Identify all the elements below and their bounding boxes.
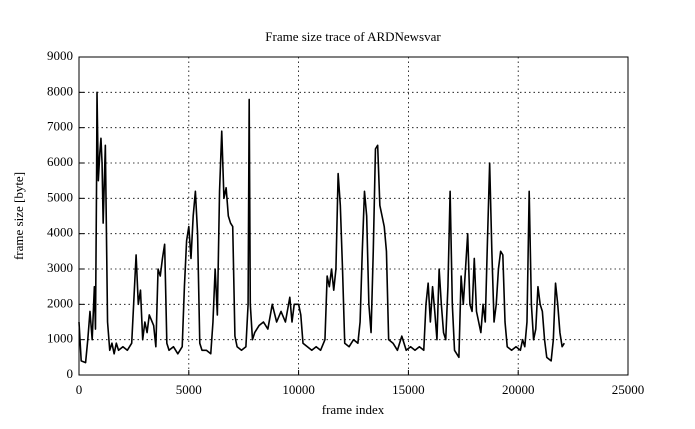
- x-tick-label: 20000: [502, 382, 535, 397]
- x-axis-label: frame index: [322, 402, 385, 417]
- x-tick-label: 10000: [282, 382, 315, 397]
- y-tick-label: 5000: [47, 189, 73, 204]
- chart-title: Frame size trace of ARDNewsvar: [265, 29, 441, 44]
- y-tick-label: 7000: [47, 119, 73, 134]
- data-line: [78, 91, 565, 364]
- y-tick-label: 3000: [47, 260, 73, 275]
- y-tick-label: 9000: [47, 48, 73, 63]
- y-tick-label: 1000: [47, 331, 73, 346]
- x-tick-label: 25000: [612, 382, 645, 397]
- x-tick-label: 5000: [176, 382, 202, 397]
- y-tick-label: 6000: [47, 154, 73, 169]
- y-tick-label: 4000: [47, 225, 73, 240]
- y-axis-label: frame size [byte]: [11, 172, 26, 260]
- x-tick-label: 15000: [392, 382, 425, 397]
- y-tick-label: 8000: [47, 83, 73, 98]
- y-tick-label: 0: [67, 366, 74, 381]
- x-tick-label: 0: [76, 382, 83, 397]
- plot-frame: [78, 56, 629, 376]
- y-tick-label: 2000: [47, 295, 73, 310]
